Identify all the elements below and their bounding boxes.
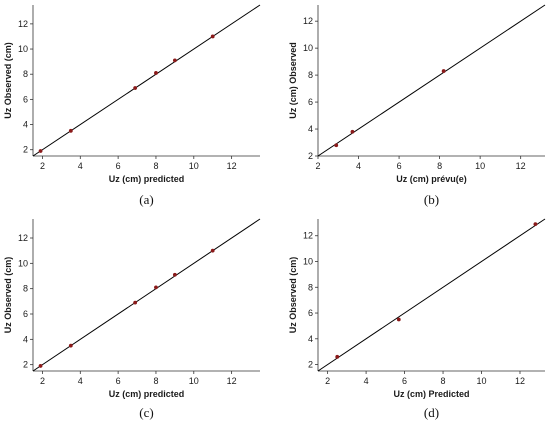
data-point xyxy=(350,129,355,134)
x-tick-label: 12 xyxy=(515,376,525,386)
x-tick-label: 4 xyxy=(356,161,361,171)
x-tick-label: 4 xyxy=(364,376,369,386)
data-point xyxy=(172,58,177,63)
data-point xyxy=(38,364,43,368)
x-axis-label: Uz (cm) predicted xyxy=(109,389,185,399)
y-tick-label: 12 xyxy=(18,19,28,29)
fit-line xyxy=(32,4,261,157)
y-tick-label: 12 xyxy=(303,16,313,26)
panel-label: (d) xyxy=(424,405,439,420)
y-tick-label: 6 xyxy=(23,309,28,319)
data-point xyxy=(335,354,340,359)
y-axis-label: Uz (cm) Observed xyxy=(288,42,298,119)
x-tick-label: 12 xyxy=(516,161,526,171)
y-tick-label: 8 xyxy=(308,282,313,292)
y-tick-label: 4 xyxy=(23,334,28,344)
y-axis-label: Uz Observed (cm) xyxy=(3,257,13,334)
x-tick-label: 8 xyxy=(153,376,158,386)
x-tick-label: 2 xyxy=(315,161,320,171)
data-point xyxy=(154,71,158,75)
y-tick-label: 2 xyxy=(23,145,28,155)
panel-label: (b) xyxy=(424,192,439,207)
y-tick-label: 4 xyxy=(308,334,313,344)
y-tick-label: 8 xyxy=(23,69,28,79)
panel-b: 2 4 6 8 10 12 2 4 6 8 10 12 Uz (cm) prévu(e) Uz (cm) … xyxy=(288,4,546,207)
y-tick-label: 8 xyxy=(23,284,28,294)
x-tick-label: 12 xyxy=(227,376,237,386)
x-axis-label: Uz (cm) predicted xyxy=(109,174,185,184)
x-tick-label: 10 xyxy=(475,161,485,171)
panel-c: 2 4 6 8 10 12 2 4 6 8 10 12 Uz (cm) predicted Uz Obse… xyxy=(3,218,261,420)
x-tick-label: 6 xyxy=(116,376,121,386)
x-tick-label: 10 xyxy=(477,376,487,386)
y-tick-label: 12 xyxy=(18,233,28,243)
x-tick-label: 2 xyxy=(325,376,330,386)
x-axis-label: Uz (cm) Predicted xyxy=(393,389,469,399)
fit-line xyxy=(317,218,546,372)
data-point xyxy=(68,128,73,133)
data-point xyxy=(154,285,158,290)
fit-line xyxy=(32,218,261,372)
x-tick-label: 8 xyxy=(153,161,158,171)
y-axis-label: Uz Observed (cm) xyxy=(3,42,13,119)
data-point xyxy=(133,86,138,90)
x-tick-label: 12 xyxy=(227,161,237,171)
y-axis-label: Uz Observed (cm) xyxy=(288,257,298,334)
panel-a: 2 4 6 8 10 12 2 4 6 8 10 12 Uz (cm) predicted Uz Obse… xyxy=(3,4,261,207)
y-tick-label: 4 xyxy=(23,120,28,130)
x-tick-label: 2 xyxy=(40,161,45,171)
data-point xyxy=(133,300,138,305)
x-tick-label: 4 xyxy=(78,161,83,171)
y-tick-label: 8 xyxy=(308,70,313,80)
y-tick-label: 4 xyxy=(308,124,313,134)
y-tick-label: 10 xyxy=(303,43,313,53)
y-tick-label: 6 xyxy=(308,97,313,107)
data-point xyxy=(38,149,43,153)
y-tick-label: 6 xyxy=(23,94,28,104)
data-point xyxy=(396,317,401,322)
y-tick-label: 2 xyxy=(23,360,28,370)
x-tick-label: 10 xyxy=(189,161,199,171)
x-tick-label: 6 xyxy=(397,161,402,171)
data-point xyxy=(210,34,215,39)
y-tick-label: 10 xyxy=(303,257,313,267)
x-tick-label: 10 xyxy=(189,376,199,386)
x-axis-label: Uz (cm) prévu(e) xyxy=(396,174,467,184)
x-tick-label: 6 xyxy=(116,161,121,171)
data-point xyxy=(210,248,215,253)
y-tick-label: 2 xyxy=(308,151,313,161)
y-tick-label: 10 xyxy=(18,258,28,268)
data-point xyxy=(334,143,339,148)
y-tick-label: 6 xyxy=(308,308,313,318)
x-tick-label: 8 xyxy=(437,161,442,171)
x-tick-label: 8 xyxy=(441,376,446,386)
x-tick-label: 2 xyxy=(40,376,45,386)
data-point xyxy=(172,272,177,277)
x-tick-label: 4 xyxy=(78,376,83,386)
data-point xyxy=(441,69,446,73)
y-tick-label: 12 xyxy=(303,231,313,241)
panel-d: 2 4 6 8 10 12 2 4 6 8 10 12 Uz (cm) Predicted Uz Obse… xyxy=(288,218,546,420)
data-point xyxy=(68,343,73,348)
y-tick-label: 10 xyxy=(18,44,28,54)
fit-line xyxy=(317,4,546,157)
panel-label: (c) xyxy=(139,405,153,420)
data-point xyxy=(533,222,538,227)
panel-label: (a) xyxy=(139,192,153,207)
x-tick-label: 6 xyxy=(402,376,407,386)
y-tick-label: 2 xyxy=(308,360,313,370)
